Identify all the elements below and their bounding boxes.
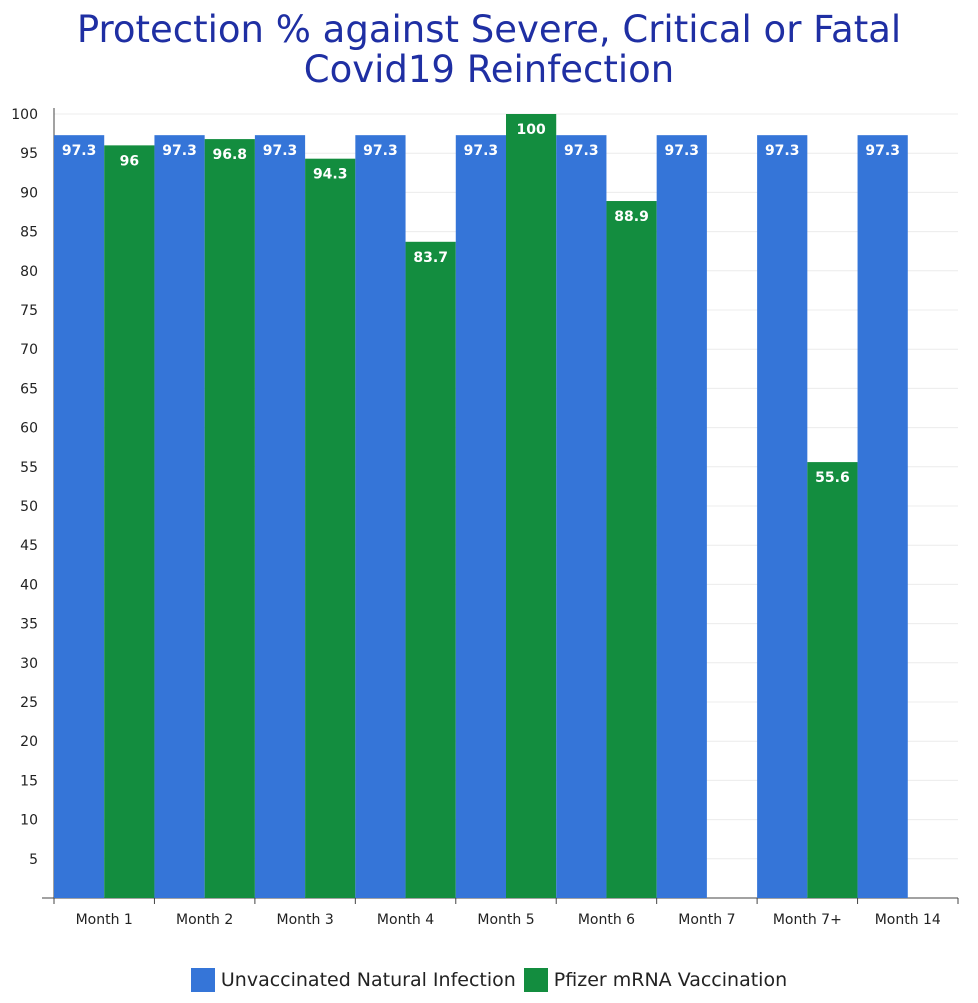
x-tick-label-0: Month 1 xyxy=(76,912,133,928)
bar-label-s1-4: 100 xyxy=(516,122,545,138)
legend-item-pfizer[interactable]: Pfizer mRNA Vaccination xyxy=(523,968,788,992)
bar-label-s0-0: 97.3 xyxy=(62,143,97,159)
legend-item-unvaccinated[interactable]: Unvaccinated Natural Infection xyxy=(190,968,516,992)
y-tick-label-45: 45 xyxy=(20,538,38,554)
y-tick-label-30: 30 xyxy=(20,656,38,672)
bar-s0-8 xyxy=(857,135,908,899)
bar-s1-2 xyxy=(305,158,356,899)
y-tick-label-10: 10 xyxy=(20,813,38,829)
y-tick-label-50: 50 xyxy=(20,499,38,515)
y-tick-label-5: 5 xyxy=(29,852,38,868)
legend: Unvaccinated Natural Infection Pfizer mR… xyxy=(0,968,978,992)
bar-label-s0-2: 97.3 xyxy=(263,143,298,159)
y-tick-label-55: 55 xyxy=(20,460,38,476)
y-tick-label-85: 85 xyxy=(20,225,38,241)
bar-label-s1-0: 96 xyxy=(120,153,139,169)
y-tick-label-25: 25 xyxy=(20,695,38,711)
y-tick-label-40: 40 xyxy=(20,577,38,593)
bar-s0-1 xyxy=(154,135,205,899)
bar-label-s1-1: 96.8 xyxy=(213,147,248,163)
x-tick-label-4: Month 5 xyxy=(477,912,534,928)
bar-s0-7 xyxy=(757,135,808,899)
bar-s0-3 xyxy=(355,135,406,899)
x-tick-label-1: Month 2 xyxy=(176,912,233,928)
bar-label-s0-5: 97.3 xyxy=(564,143,599,159)
legend-swatch-unvaccinated xyxy=(190,968,215,992)
y-tick-label-70: 70 xyxy=(20,342,38,358)
x-tick-label-3: Month 4 xyxy=(377,912,434,928)
y-tick-label-90: 90 xyxy=(20,185,38,201)
x-tick-label-6: Month 7 xyxy=(678,912,735,928)
bar-s0-6 xyxy=(656,135,707,899)
bar-label-s0-4: 97.3 xyxy=(464,143,499,159)
y-tick-label-60: 60 xyxy=(20,421,38,437)
x-tick-label-8: Month 14 xyxy=(875,912,941,928)
bar-s0-2 xyxy=(254,135,306,899)
bar-s1-5 xyxy=(606,201,657,899)
y-tick-label-75: 75 xyxy=(20,303,38,319)
x-tick-label-5: Month 6 xyxy=(578,912,635,928)
y-tick-label-15: 15 xyxy=(20,773,38,789)
bar-label-s0-3: 97.3 xyxy=(363,143,398,159)
chart-title-line-1: Protection % against Severe, Critical or… xyxy=(76,8,902,51)
bar-s1-7 xyxy=(807,462,858,898)
bar-s1-0 xyxy=(104,145,155,899)
bar-label-s0-6: 97.3 xyxy=(665,143,700,159)
bar-label-s1-2: 94.3 xyxy=(313,167,348,183)
y-tick-label-100: 100 xyxy=(11,107,38,123)
bar-label-s1-5: 88.9 xyxy=(614,209,649,225)
y-tick-label-80: 80 xyxy=(20,264,38,280)
chart-title-line-2: Covid19 Reinfection xyxy=(303,48,675,91)
legend-label-unvaccinated: Unvaccinated Natural Infection xyxy=(220,969,516,991)
bar-s1-3 xyxy=(405,241,456,899)
bar-s0-5 xyxy=(556,135,607,899)
legend-swatch-pfizer xyxy=(523,968,548,992)
y-tick-label-20: 20 xyxy=(20,734,38,750)
y-tick-label-35: 35 xyxy=(20,617,38,633)
y-tick-label-95: 95 xyxy=(20,146,38,162)
bar-s0-0 xyxy=(54,135,105,899)
x-tick-label-2: Month 3 xyxy=(276,912,333,928)
bar-s0-4 xyxy=(455,135,506,899)
bar-label-s1-7: 55.6 xyxy=(815,470,850,486)
bar-label-s1-3: 83.7 xyxy=(413,250,448,266)
x-tick-label-7: Month 7+ xyxy=(773,912,842,928)
chart-title: Protection % against Severe, Critical or… xyxy=(0,10,978,90)
legend-label-pfizer: Pfizer mRNA Vaccination xyxy=(553,969,788,991)
bar-label-s0-7: 97.3 xyxy=(765,143,800,159)
bar-label-s0-1: 97.3 xyxy=(162,143,197,159)
y-tick-label-65: 65 xyxy=(20,381,38,397)
bar-s1-4 xyxy=(506,114,557,898)
bar-s1-1 xyxy=(204,139,255,898)
bar-label-s0-8: 97.3 xyxy=(865,143,900,159)
